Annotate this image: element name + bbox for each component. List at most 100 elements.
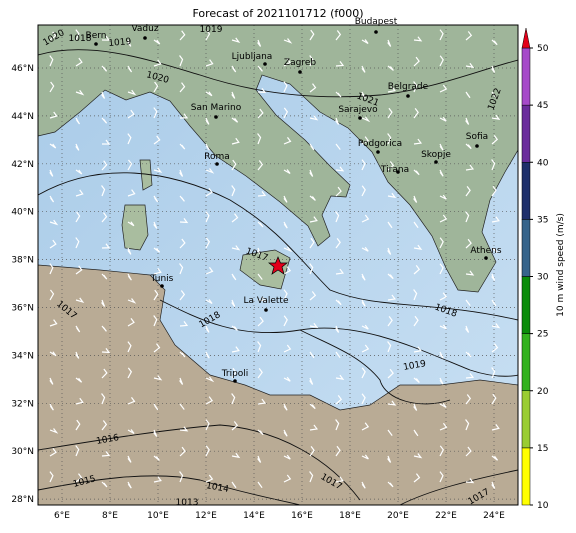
- wind-barb: [361, 214, 370, 223]
- wind-barb: [309, 403, 316, 410]
- wind-barb: [439, 422, 448, 431]
- wind-barb: [439, 263, 444, 275]
- wind-barb: [231, 421, 239, 431]
- wind-barb: [179, 263, 184, 275]
- city-dot: [233, 379, 237, 383]
- city-dot: [143, 36, 147, 40]
- wind-barb: [153, 39, 161, 45]
- wind-barb: [335, 117, 340, 125]
- isobar: [399, 469, 518, 505]
- wind-barb: [153, 289, 159, 301]
- wind-barb: [309, 263, 314, 275]
- wind-barb: [309, 291, 317, 301]
- land-europe: [38, 25, 518, 293]
- wind-barb: [413, 429, 419, 437]
- wind-barb: [257, 368, 263, 379]
- wind-barb: [465, 91, 471, 99]
- wind-barb: [101, 273, 108, 280]
- colorbar-tick-label: 45: [537, 101, 548, 111]
- wind-barb: [413, 265, 421, 275]
- wind-barb: [49, 403, 54, 411]
- wind-barb: [309, 237, 315, 249]
- lat-label: 30°N: [11, 447, 34, 457]
- wind-barb: [257, 341, 262, 353]
- wind-barb: [49, 448, 57, 457]
- wind-barb: [361, 367, 366, 379]
- wind-barb: [387, 39, 392, 47]
- wind-barb: [75, 189, 84, 197]
- wind-barb: [231, 346, 240, 353]
- colorbar-segment: [521, 390, 531, 449]
- wind-barb: [465, 394, 472, 405]
- wind-barb: [153, 343, 161, 353]
- wind-barb: [179, 195, 185, 202]
- wind-barb: [257, 108, 264, 119]
- wind-barb: [413, 138, 423, 145]
- wind-barb: [179, 290, 186, 301]
- isobar: [38, 424, 361, 501]
- wind-barb: [283, 169, 291, 175]
- wind-barb: [283, 81, 288, 93]
- colorbar-tick-label: 25: [537, 330, 548, 340]
- wind-barb: [387, 247, 392, 255]
- city-dot: [374, 30, 378, 34]
- isobar: [38, 49, 518, 98]
- city-dot: [298, 70, 302, 74]
- wind-barb: [205, 91, 213, 97]
- map-frame: [37, 24, 519, 506]
- wind-barb: [231, 325, 238, 331]
- wind-barb: [153, 267, 162, 275]
- wind-barb: [179, 143, 186, 150]
- wind-barb: [49, 31, 57, 41]
- wind-barb: [49, 81, 55, 93]
- wind-barb: [387, 429, 393, 436]
- wind-barb: [257, 247, 262, 255]
- wind-barb: [179, 351, 186, 358]
- wind-barb: [413, 169, 420, 176]
- wind-barb: [49, 219, 59, 226]
- wind-barb: [283, 344, 292, 353]
- wind-barb: [75, 89, 85, 96]
- wind-barb: [205, 237, 211, 249]
- wind-barb: [387, 65, 394, 71]
- wind-barb: [283, 474, 292, 483]
- colorbar-segment: [521, 333, 531, 391]
- wind-barb: [309, 424, 319, 431]
- wind-barb: [75, 397, 84, 405]
- lat-label: 36°N: [11, 304, 34, 314]
- wind-barb: [413, 108, 419, 119]
- city-label: Belgrade: [388, 82, 429, 92]
- wind-barb: [361, 159, 366, 171]
- wind-barb: [361, 39, 369, 45]
- wind-barb: [335, 476, 344, 483]
- wind-barb: [465, 351, 472, 358]
- wind-barb: [335, 166, 345, 172]
- wind-barb: [283, 246, 293, 253]
- wind-barb: [231, 117, 239, 123]
- wind-barb: [465, 164, 475, 171]
- wind-barb: [413, 346, 422, 353]
- wind-barb: [387, 341, 392, 353]
- isobar-label: 1019: [108, 37, 132, 49]
- lat-label: 32°N: [11, 399, 34, 409]
- wind-barb: [205, 396, 214, 405]
- wind-barb: [49, 428, 59, 434]
- wind-barb: [75, 57, 83, 67]
- wind-barb: [465, 478, 475, 484]
- wind-barb: [491, 343, 499, 353]
- wind-barb: [127, 65, 133, 73]
- wind-barb: [153, 403, 159, 411]
- wind-barb: [75, 325, 81, 333]
- wind-barb: [257, 221, 264, 228]
- wind-barb: [387, 368, 394, 379]
- wind-barb: [153, 81, 159, 93]
- colorbar-segment: [521, 104, 531, 163]
- wind-barb: [283, 107, 289, 119]
- wind-barb: [387, 221, 393, 229]
- lon-label: 14°E: [243, 511, 265, 521]
- wind-barb: [413, 315, 419, 327]
- city-dot: [160, 284, 164, 288]
- wind-barb: [101, 160, 108, 171]
- wind-barb: [231, 137, 240, 145]
- wind-barb: [49, 263, 54, 275]
